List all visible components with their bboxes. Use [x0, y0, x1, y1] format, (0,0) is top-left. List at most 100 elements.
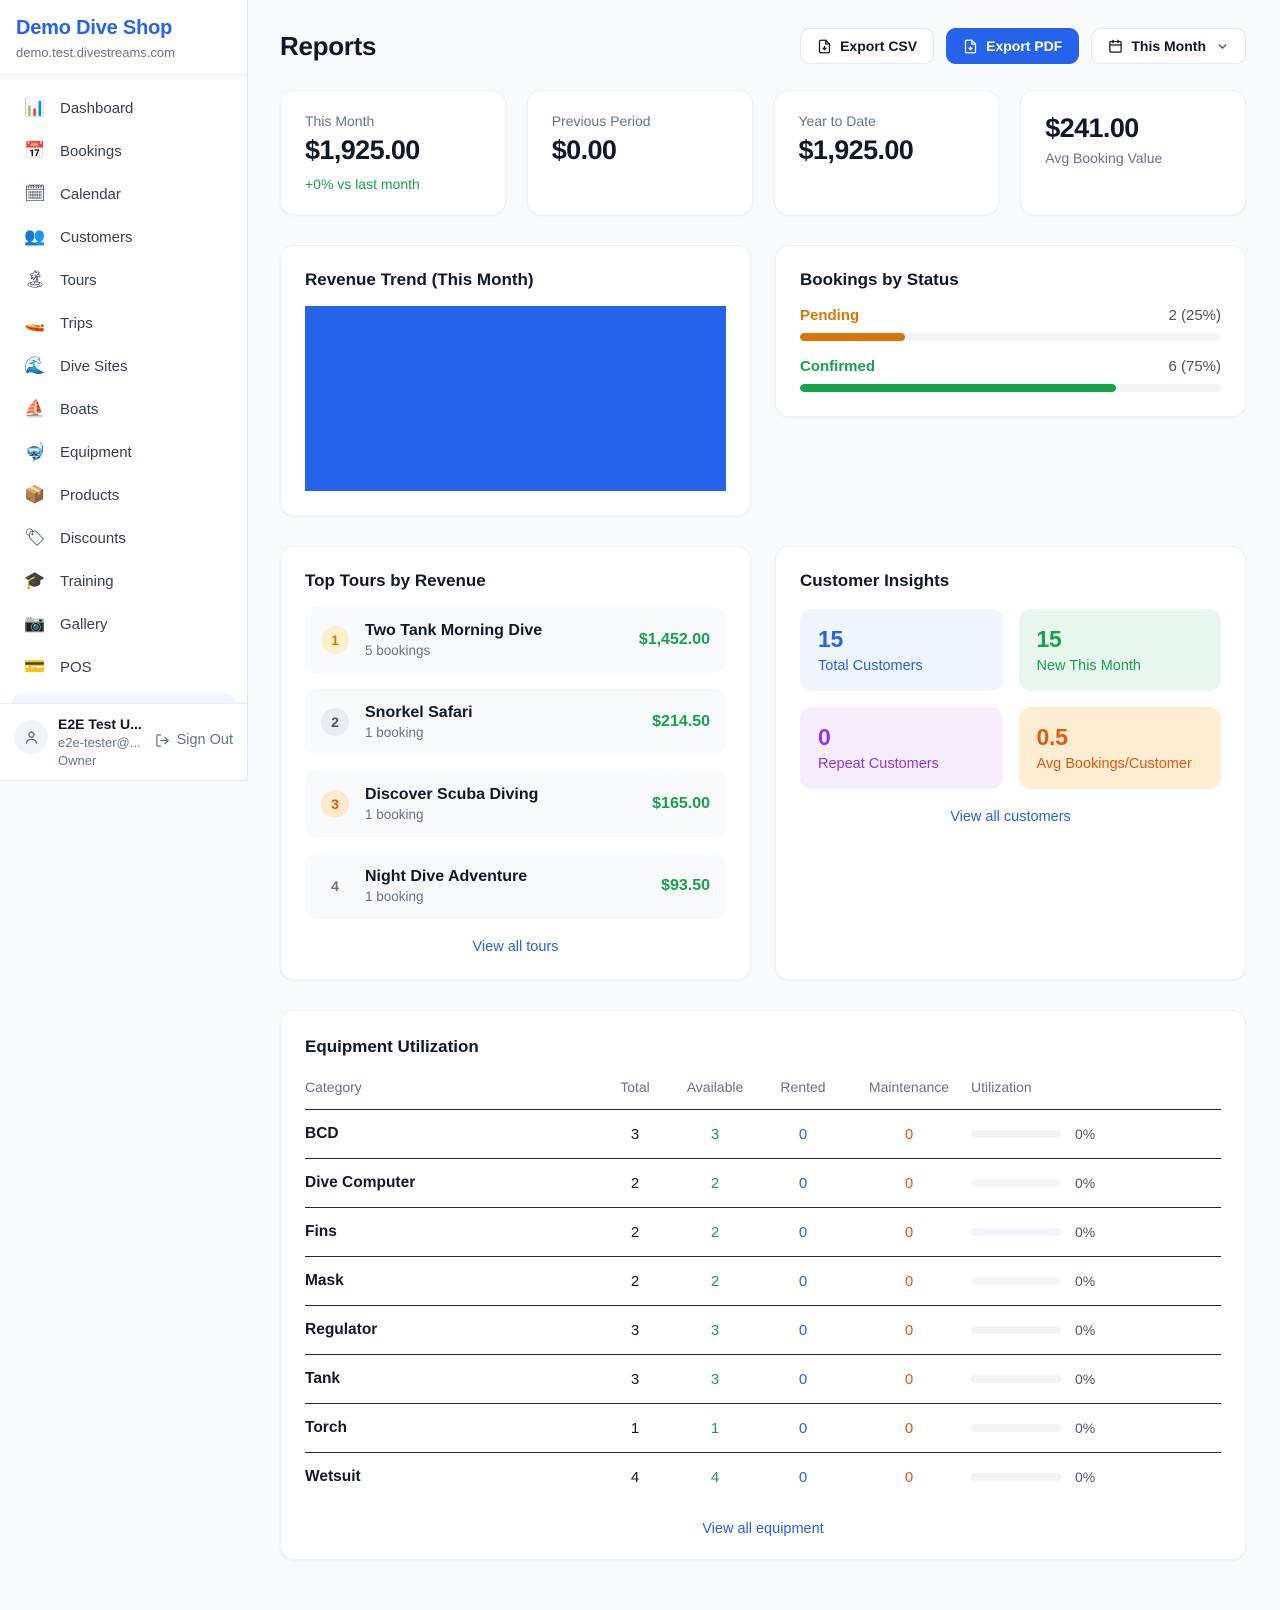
insight-tile: 15 New This Month	[1018, 609, 1221, 691]
equipment-total: 1	[630, 1419, 640, 1437]
stat-card-avg-booking-value: $241.00 Avg Booking Value	[1020, 90, 1246, 215]
utilization-bar	[971, 1473, 1061, 1481]
equipment-maintenance: 0	[904, 1272, 914, 1290]
stat-label: Year to Date	[798, 113, 876, 129]
camera-icon: 📷	[24, 614, 46, 633]
equipment-rented: 0	[798, 1272, 808, 1290]
insights-row: Top Tours by Revenue 1 Two Tank Morning …	[280, 546, 1246, 980]
calendar-icon	[1109, 39, 1123, 53]
speedboat-icon: 🚤	[24, 313, 46, 332]
utilization-percent: 0%	[1075, 1322, 1096, 1338]
sidebar-item-label: Products	[60, 486, 120, 504]
view-all-tours-link[interactable]: View all tours	[305, 939, 726, 955]
sign-out-button[interactable]: Sign Out	[155, 732, 233, 748]
stat-value: $0.00	[551, 135, 617, 165]
stat-card-year-to-date: Year to Date $1,925.00	[773, 90, 1000, 215]
sidebar-item-discounts[interactable]: 🏷 Discounts	[12, 519, 235, 557]
period-select[interactable]: This Month	[1091, 28, 1246, 64]
tour-row: 4 Night Dive Adventure 1 booking $93.50	[305, 853, 726, 919]
person-icon	[25, 730, 37, 744]
sidebar-user-footer: E2E Test U... e2e-tester@... Owner Sign …	[0, 703, 247, 780]
status-row: Confirmed 6 (75%)	[800, 358, 1221, 392]
sidebar-item-bookings[interactable]: 📅 Bookings	[12, 132, 235, 170]
export-pdf-button[interactable]: Export PDF	[946, 28, 1080, 64]
revenue-trend-card: Revenue Trend (This Month)	[280, 245, 751, 516]
page-title: Reports	[280, 30, 377, 61]
equipment-available: 4	[710, 1468, 720, 1486]
view-all-equipment-link[interactable]: View all equipment	[305, 1521, 1221, 1537]
insight-value: 15	[1036, 626, 1062, 652]
sidebar-item-calendar[interactable]: 🗓 Calendar	[12, 175, 235, 213]
column-header-maintenance: Maintenance	[868, 1079, 950, 1095]
sidebar-item-boats[interactable]: ⛵ Boats	[12, 390, 235, 428]
sidebar-item-dashboard[interactable]: 📊 Dashboard	[12, 89, 235, 127]
stat-label: Previous Period	[551, 113, 651, 129]
equipment-rented: 0	[798, 1223, 808, 1241]
equipment-maintenance: 0	[904, 1321, 914, 1339]
sidebar-item-label: Customers	[60, 228, 133, 246]
column-header-utilization: Utilization	[971, 1079, 1032, 1095]
equipment-category: Mask	[305, 1272, 344, 1289]
sidebar-item-partial[interactable]	[12, 694, 235, 703]
tour-name: Discover Scuba Diving	[365, 786, 539, 803]
equipment-row: Torch 1 1 0 0 0%	[305, 1404, 1221, 1453]
equipment-available: 3	[710, 1125, 720, 1143]
equipment-available: 2	[710, 1272, 720, 1290]
sidebar-item-label: Equipment	[60, 443, 132, 461]
bar-chart-icon: 📊	[24, 98, 46, 117]
sidebar-item-equipment[interactable]: 🤿 Equipment	[12, 433, 235, 471]
sidebar-item-gallery[interactable]: 📷 Gallery	[12, 605, 235, 643]
tour-bookings: 1 booking	[365, 807, 424, 822]
status-value: 2 (25%)	[1168, 307, 1221, 324]
equipment-maintenance: 0	[904, 1370, 914, 1388]
sidebar-item-trips[interactable]: 🚤 Trips	[12, 304, 235, 342]
utilization-bar	[971, 1277, 1061, 1285]
column-header-available: Available	[686, 1079, 744, 1095]
sidebar-item-training[interactable]: 🎓 Training	[12, 562, 235, 600]
equipment-rented: 0	[798, 1125, 808, 1143]
tour-name: Two Tank Morning Dive	[365, 622, 543, 639]
sidebar-item-tours[interactable]: 🏝 Tours	[12, 261, 235, 299]
sidebar-item-dive-sites[interactable]: 🌊 Dive Sites	[12, 347, 235, 385]
insight-tiles: 15 Total Customers 15 New This Month 0 R…	[800, 609, 1221, 789]
insight-value: 0.5	[1036, 724, 1068, 750]
utilization-bar	[971, 1375, 1061, 1383]
equipment-available: 3	[710, 1321, 720, 1339]
status-label: Pending	[800, 307, 860, 324]
insight-value: 0	[818, 724, 831, 750]
stats-row: This Month $1,925.00 +0% vs last month P…	[280, 90, 1246, 215]
equipment-row: Wetsuit 4 4 0 0 0%	[305, 1453, 1221, 1501]
tour-revenue: $214.50	[652, 713, 710, 730]
wave-icon: 🌊	[24, 356, 46, 375]
package-icon: 📦	[24, 485, 46, 504]
stat-value: $241.00	[1045, 113, 1139, 143]
sidebar-item-label: Gallery	[60, 615, 108, 633]
file-download-icon	[818, 39, 831, 53]
tour-bookings: 1 booking	[365, 725, 424, 740]
spiral-calendar-icon: 🗓	[24, 184, 46, 203]
insight-tile: 15 Total Customers	[800, 609, 1003, 691]
status-list: Pending 2 (25%) Confirmed 6 (75%)	[800, 307, 1221, 392]
sidebar-item-label: Dashboard	[60, 99, 134, 117]
sidebar-item-products[interactable]: 📦 Products	[12, 476, 235, 514]
island-icon: 🏝	[24, 270, 46, 289]
people-icon: 👥	[24, 227, 46, 246]
utilization-bar	[971, 1424, 1061, 1432]
insight-value: 15	[818, 626, 843, 652]
utilization-percent: 0%	[1075, 1175, 1096, 1191]
equipment-total: 2	[630, 1272, 640, 1290]
utilization-percent: 0%	[1075, 1469, 1096, 1485]
shop-header: Demo Dive Shop demo.test.divestreams.com	[0, 0, 247, 75]
tour-rank-badge: 1	[321, 626, 349, 654]
view-all-customers-link[interactable]: View all customers	[800, 809, 1221, 825]
stat-delta: +0% vs last month	[305, 176, 420, 192]
equipment-rented: 0	[798, 1370, 808, 1388]
sidebar-item-customers[interactable]: 👥 Customers	[12, 218, 235, 256]
utilization-bar	[971, 1130, 1061, 1138]
utilization-percent: 0%	[1075, 1224, 1096, 1240]
export-csv-button[interactable]: Export CSV	[800, 28, 935, 64]
sidebar-item-label: Training	[60, 572, 114, 590]
sidebar-item-pos[interactable]: 💳 POS	[12, 648, 235, 686]
sidebar-item-label: Discounts	[60, 529, 126, 547]
tour-name: Night Dive Adventure	[365, 868, 528, 885]
